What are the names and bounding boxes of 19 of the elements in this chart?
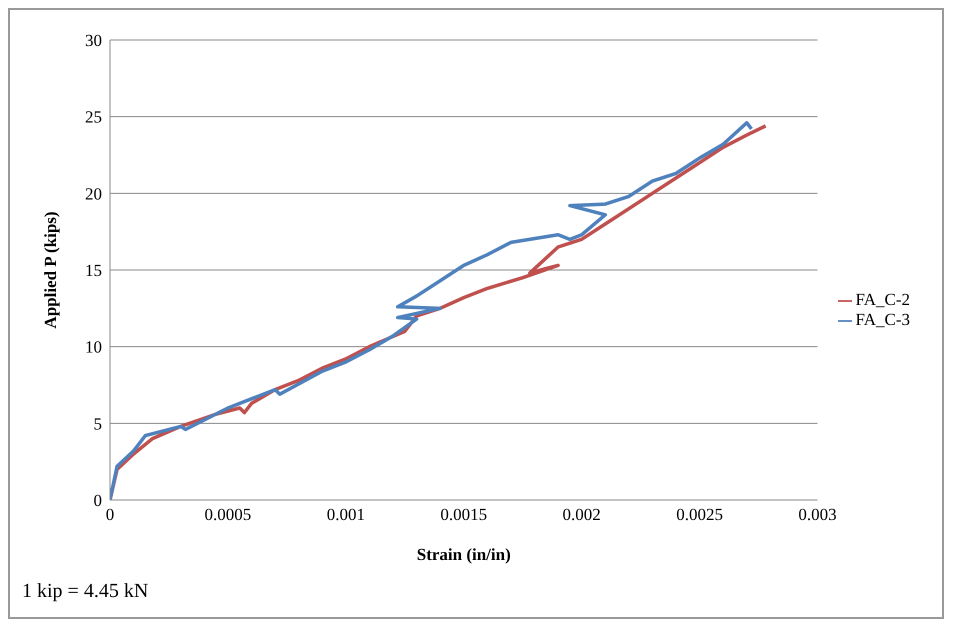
y-axis-title: Applied P (kips) xyxy=(41,211,60,329)
y-tick-label: 10 xyxy=(85,338,102,357)
y-tick-label: 30 xyxy=(85,31,102,50)
x-tick-label: 0 xyxy=(106,505,114,524)
x-tick-label: 0.003 xyxy=(798,505,837,524)
text: 1 kip = 4.45 kN xyxy=(22,580,148,603)
x-tick-label: 0.0005 xyxy=(204,505,252,524)
x-tick-label: 0.002 xyxy=(562,505,601,524)
y-tick-label: 0 xyxy=(94,491,102,510)
y-tick-label: 15 xyxy=(85,261,102,280)
x-tick-label: 0.001 xyxy=(326,505,365,524)
y-tick-label: 25 xyxy=(85,108,102,127)
legend-label: FA_C-2 xyxy=(856,290,910,309)
y-tick-label: 5 xyxy=(94,414,102,434)
legend-label: FA_C-3 xyxy=(856,310,910,329)
y-tick-label: 20 xyxy=(85,184,102,204)
x-axis-title: Strain (in/in) xyxy=(416,545,511,564)
x-tick-label: 0.0015 xyxy=(440,505,488,524)
x-tick-label: 0.0025 xyxy=(676,505,723,524)
